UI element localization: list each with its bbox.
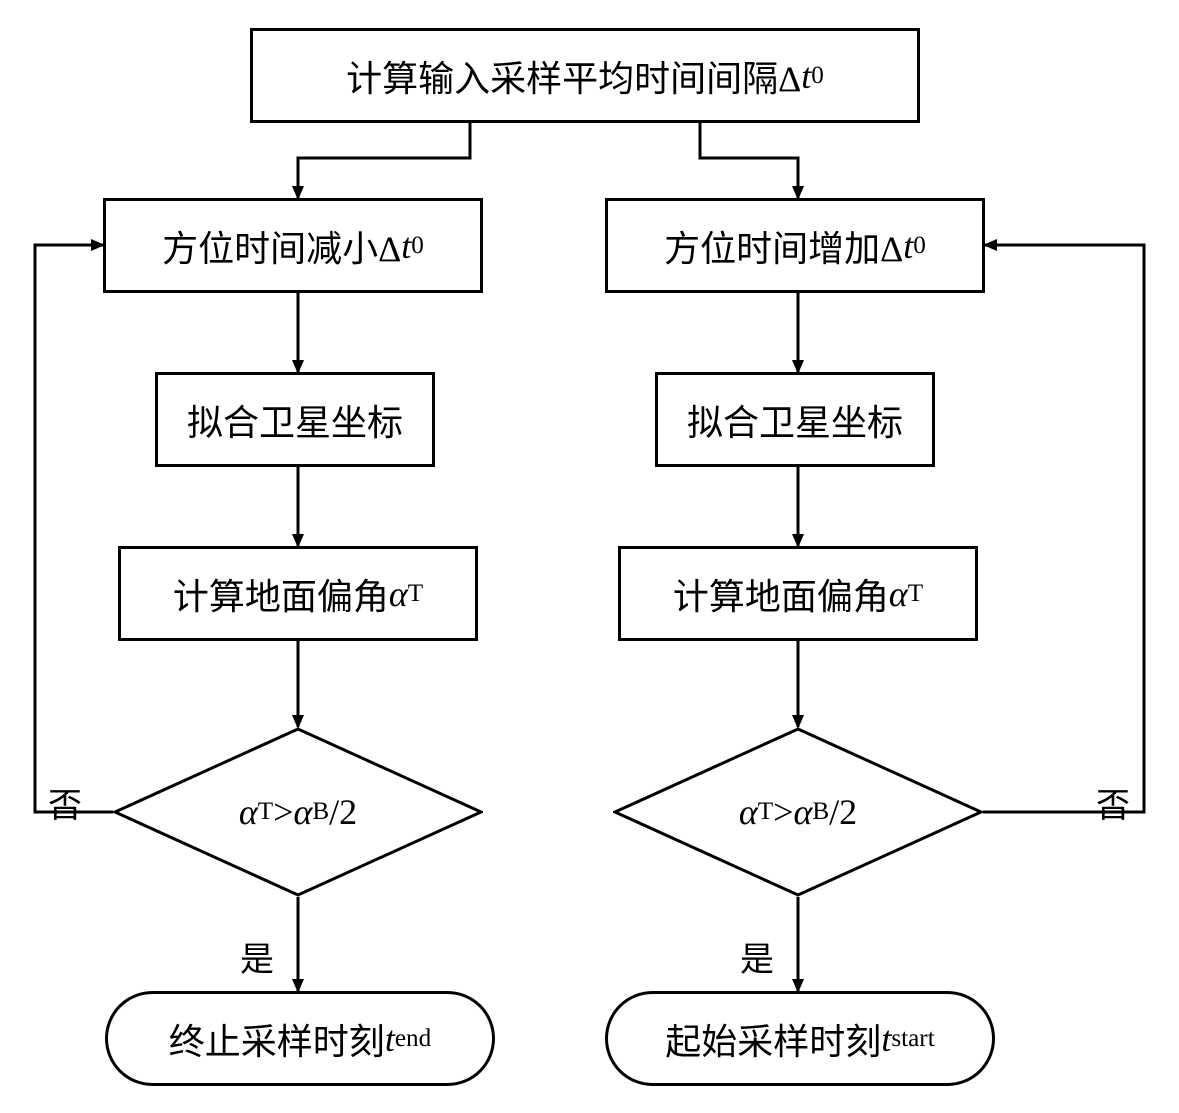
node-r3: 计算地面偏角αT [618, 546, 978, 641]
edge-rd-no-loop [983, 245, 1144, 812]
edge-ld-no-loop [35, 245, 113, 812]
node-top: 计算输入采样平均时间间隔Δt0 [250, 28, 920, 123]
node-lt: 终止采样时刻tend [105, 991, 495, 1086]
node-l3: 计算地面偏角αT [118, 546, 478, 641]
node-rt: 起始采样时刻tstart [605, 991, 995, 1086]
node-rd: αT>αB/2 [613, 727, 983, 897]
edge-top-to-split-r [700, 123, 798, 198]
label-r_no: 否 [1096, 778, 1130, 827]
node-l1: 方位时间减小Δt0 [103, 198, 483, 293]
node-l2: 拟合卫星坐标 [155, 372, 435, 467]
flowchart-canvas: 计算输入采样平均时间间隔Δt0 方位时间减小Δt0 方位时间增加Δt0 拟合卫星坐标 拟… [0, 0, 1179, 1113]
node-ld: αT>αB/2 [113, 727, 483, 897]
node-r1: 方位时间增加Δt0 [605, 198, 985, 293]
node-r2: 拟合卫星坐标 [655, 372, 935, 467]
edge-top-to-split-l [298, 123, 470, 198]
label-l_no: 否 [48, 778, 82, 827]
label-r_yes: 是 [740, 932, 774, 981]
label-l_yes: 是 [240, 932, 274, 981]
